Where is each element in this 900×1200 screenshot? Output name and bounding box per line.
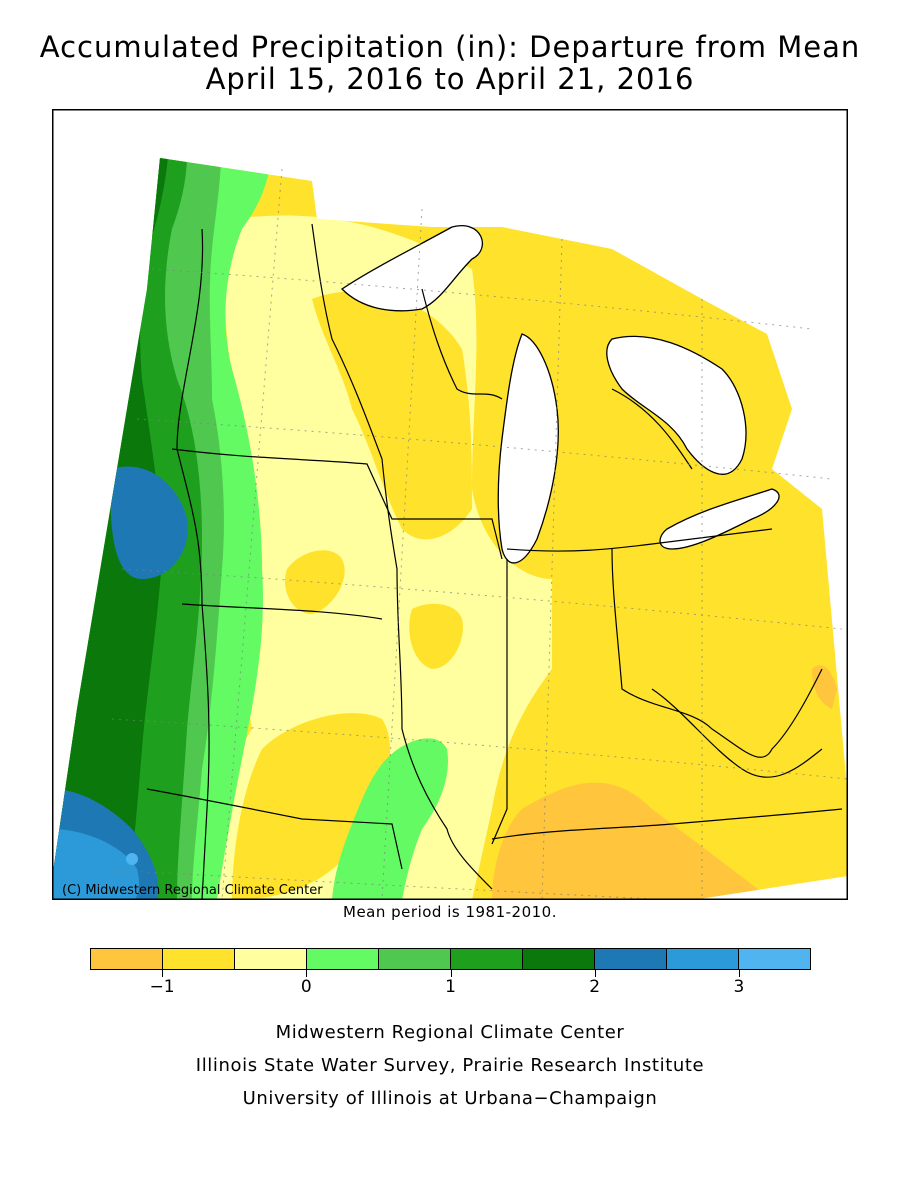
legend-tick-mark xyxy=(594,970,596,977)
precipitation-departure-map: (C) Midwestern Regional Climate Center xyxy=(52,109,848,900)
great-lakes xyxy=(340,225,780,564)
lake-huron xyxy=(606,335,747,475)
map-frame xyxy=(52,109,848,900)
legend-swatch-5 xyxy=(451,949,523,969)
legend-swatch-3 xyxy=(307,949,379,969)
lake-michigan xyxy=(497,333,559,564)
legend-swatch-0 xyxy=(91,949,163,969)
legend-colorbar xyxy=(90,948,811,970)
legend-tick-mark xyxy=(738,970,740,977)
legend-tick-label: 1 xyxy=(445,977,456,997)
lake-erie xyxy=(659,488,780,550)
legend-swatch-9 xyxy=(739,949,810,969)
legend-swatch-7 xyxy=(595,949,667,969)
legend-tick-label: −1 xyxy=(149,977,175,997)
lake-superior xyxy=(340,225,483,312)
legend-swatch-6 xyxy=(523,949,595,969)
graticule xyxy=(91,168,848,900)
state-boundaries xyxy=(146,223,843,900)
credit-line3: University of Illinois at Urbana−Champai… xyxy=(242,1088,658,1109)
map-copyright: (C) Midwestern Regional Climate Center xyxy=(62,883,323,898)
legend-tick-mark xyxy=(450,970,452,977)
legend-swatch-4 xyxy=(379,949,451,969)
legend-tick-mark xyxy=(162,970,164,977)
legend-swatch-1 xyxy=(163,949,235,969)
credit-line2: Illinois State Water Survey, Prairie Res… xyxy=(195,1055,705,1076)
legend-tick-mark xyxy=(306,970,308,977)
map-title-line1: Accumulated Precipitation (in): Departur… xyxy=(39,30,861,64)
credit-line1: Midwestern Regional Climate Center xyxy=(275,1022,625,1043)
legend-tick-label: 0 xyxy=(300,977,312,997)
mean-period-note: Mean period is 1981-2010. xyxy=(343,903,557,921)
legend-tick-label: 3 xyxy=(733,977,745,997)
legend-swatch-8 xyxy=(667,949,739,969)
map-title-line2: April 15, 2016 to April 21, 2016 xyxy=(205,62,695,96)
legend-tick-label: 2 xyxy=(589,977,601,997)
legend-swatch-2 xyxy=(235,949,307,969)
